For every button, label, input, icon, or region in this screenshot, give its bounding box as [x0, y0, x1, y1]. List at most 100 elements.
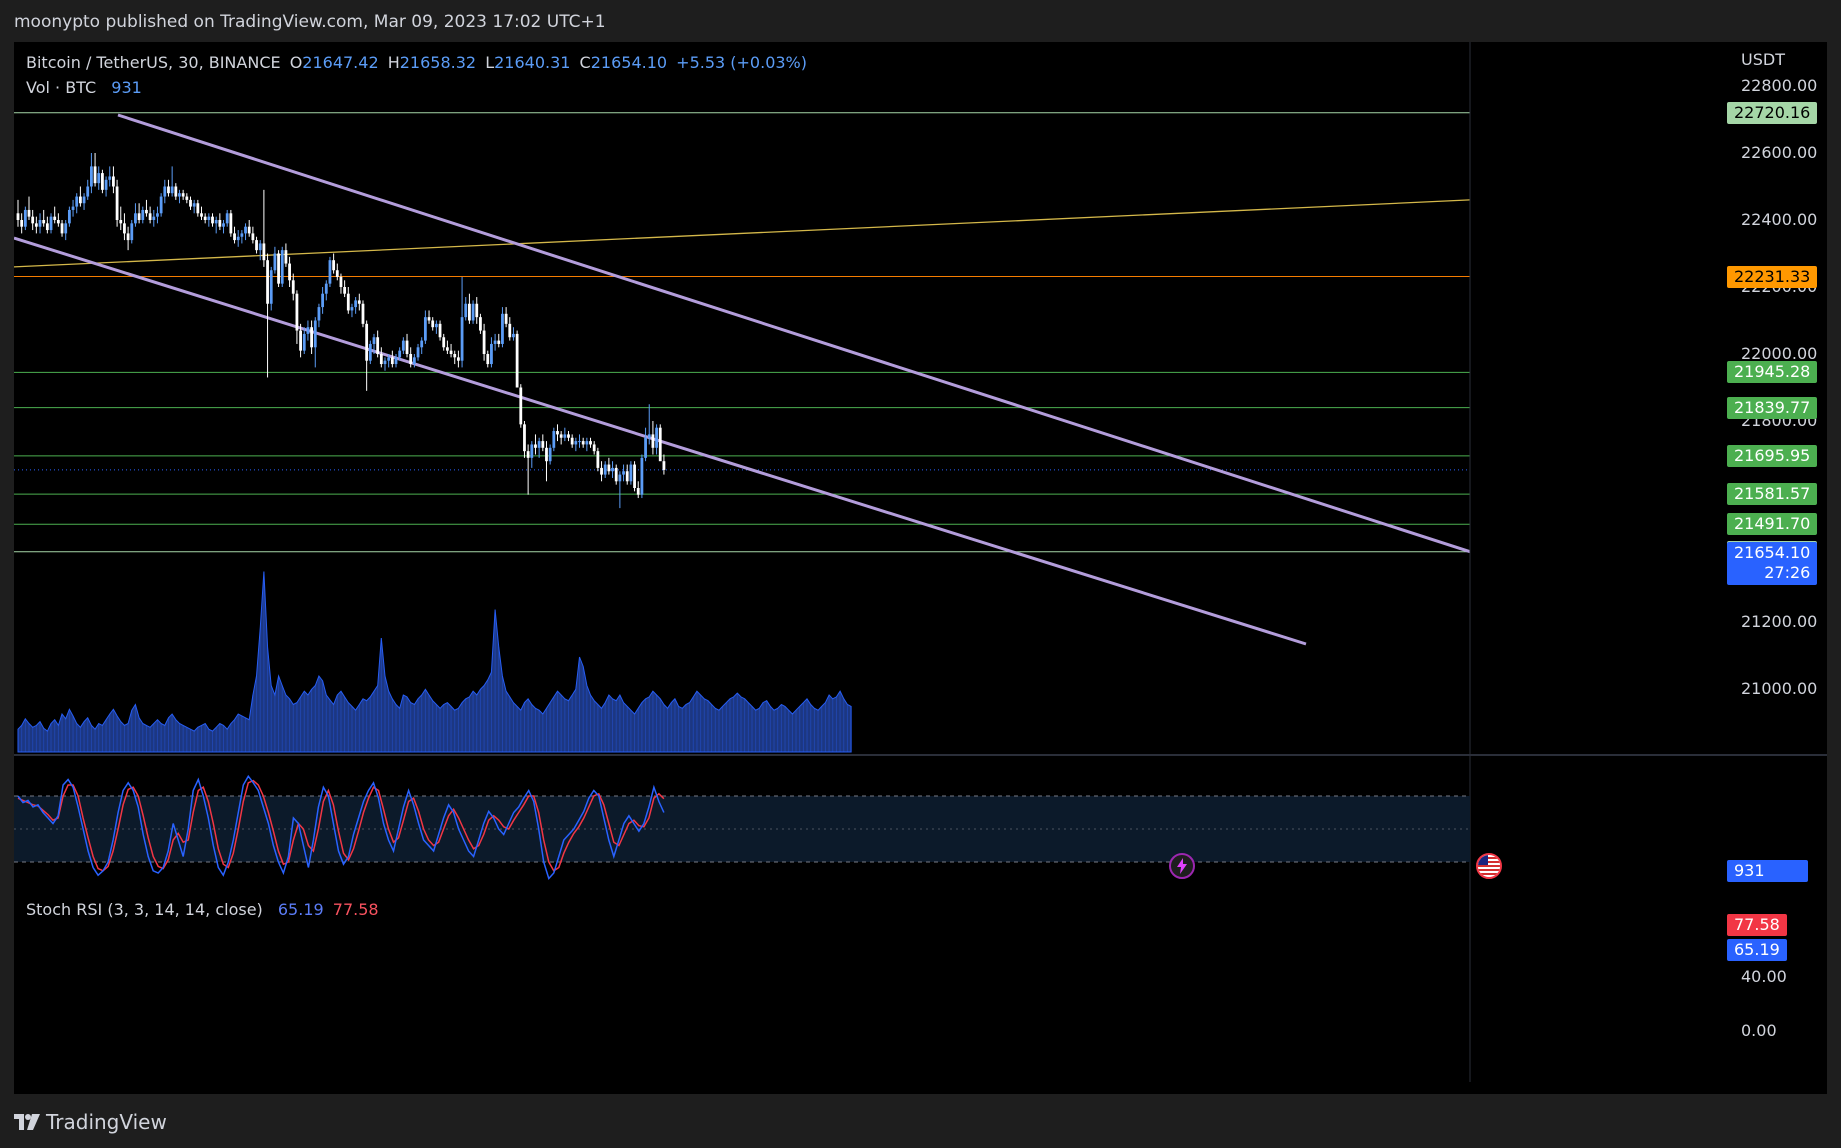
candle-body	[200, 213, 203, 217]
candle-body	[501, 313, 504, 344]
chart-area[interactable]: Bitcoin / TetherUS, 30, BINANCE O21647.4…	[14, 42, 1827, 1125]
candle-body	[42, 220, 46, 224]
candle-body	[368, 343, 372, 361]
candle-body	[548, 447, 552, 462]
candle-body	[449, 350, 453, 354]
candle-body	[222, 223, 225, 227]
tradingview-logo-icon	[14, 1114, 40, 1130]
volume-value: 931	[111, 78, 142, 97]
candle-body	[523, 424, 526, 452]
candle-body	[328, 260, 332, 284]
candle-body	[534, 444, 537, 448]
candle-body	[519, 387, 523, 425]
candle-body	[16, 213, 20, 220]
candle-body	[636, 488, 640, 495]
candle-body	[423, 317, 427, 341]
footer-bar	[0, 1094, 1841, 1148]
symbol-title[interactable]: Bitcoin / TetherUS, 30, BINANCE	[26, 53, 281, 72]
candle-body	[453, 354, 457, 358]
candle-body	[45, 223, 49, 231]
candle-body	[412, 357, 416, 365]
candle-body	[313, 320, 317, 348]
candle-body	[431, 320, 435, 328]
candle-body	[20, 220, 24, 227]
candle-body	[310, 327, 313, 348]
open-value: 21647.42	[302, 53, 379, 72]
candle-body	[537, 441, 541, 448]
candle-body	[170, 186, 174, 194]
candle-body	[218, 220, 222, 227]
candle-body	[130, 223, 134, 241]
candle-body	[475, 303, 479, 318]
candle-body	[365, 323, 369, 361]
candle-body	[119, 220, 123, 224]
candle-body	[93, 166, 97, 184]
candle-body	[376, 337, 380, 354]
open-label: O	[289, 53, 303, 72]
candle-body	[148, 213, 152, 220]
candle-body	[493, 340, 497, 344]
candle-body	[387, 357, 391, 361]
candle-body	[104, 179, 108, 190]
candle-body	[192, 203, 196, 207]
candle-body	[189, 199, 192, 207]
price-level-tag: 22231.33	[1727, 265, 1818, 288]
candle-body	[581, 441, 585, 445]
stoch-k-line	[17, 774, 665, 880]
candle-body	[229, 213, 233, 234]
candle-body	[655, 427, 658, 448]
high-value: 21658.32	[399, 53, 477, 72]
candle-body	[434, 323, 438, 328]
candle-body	[379, 354, 383, 365]
candle-body	[240, 233, 244, 237]
candle-body	[457, 357, 460, 361]
candle-body	[541, 441, 545, 448]
candle-body	[214, 220, 218, 224]
stoch-d-value: 77.58	[332, 900, 379, 919]
candle-body	[266, 260, 269, 304]
candle-body	[545, 447, 548, 462]
candle-body	[64, 223, 68, 234]
candle-body	[233, 233, 236, 241]
candle-body	[196, 203, 200, 214]
candle-body	[625, 471, 629, 482]
volume-price-tag: 931	[1727, 860, 1808, 882]
candle-body	[570, 437, 574, 445]
candle-body	[611, 467, 614, 472]
candle-body	[280, 250, 284, 284]
candle-body	[401, 340, 405, 351]
candle-body	[658, 427, 662, 462]
candle-body	[277, 253, 280, 284]
candle-body	[390, 357, 394, 365]
tradingview-logo[interactable]: TradingView	[14, 1110, 167, 1134]
candle-body	[394, 357, 398, 365]
stoch-tick-0: 0.00	[1741, 1021, 1777, 1040]
candle-body	[343, 287, 347, 294]
candle-body	[284, 250, 288, 264]
candle-body	[486, 354, 490, 365]
lightning-icon[interactable]	[1169, 853, 1195, 879]
volume-area	[17, 571, 852, 753]
candle-body	[420, 340, 424, 348]
close-value: 21654.10	[590, 53, 668, 72]
candle-body	[75, 196, 79, 207]
candle-body	[567, 434, 570, 438]
price-chart-svg[interactable]	[14, 42, 1827, 1094]
candle-body	[86, 186, 90, 197]
candle-body	[317, 307, 321, 321]
stoch-rsi-label[interactable]: Stoch RSI (3, 3, 14, 14, close)	[26, 900, 263, 919]
volume-label[interactable]: Vol · BTC	[26, 78, 97, 97]
candle-body	[31, 216, 35, 224]
candle-body	[427, 317, 431, 321]
candle-body	[640, 457, 644, 495]
us-flag-icon[interactable]	[1476, 853, 1502, 879]
candle-body	[247, 226, 251, 234]
candle-body	[614, 467, 618, 482]
stoch-d-tag: 77.58	[1727, 914, 1787, 936]
candle-body	[23, 209, 27, 227]
candle-body	[372, 337, 376, 344]
candle-body	[629, 464, 633, 482]
candle-body	[482, 330, 486, 354]
change-value: +5.53 (+0.03%)	[676, 53, 807, 72]
candle-body	[383, 360, 387, 365]
